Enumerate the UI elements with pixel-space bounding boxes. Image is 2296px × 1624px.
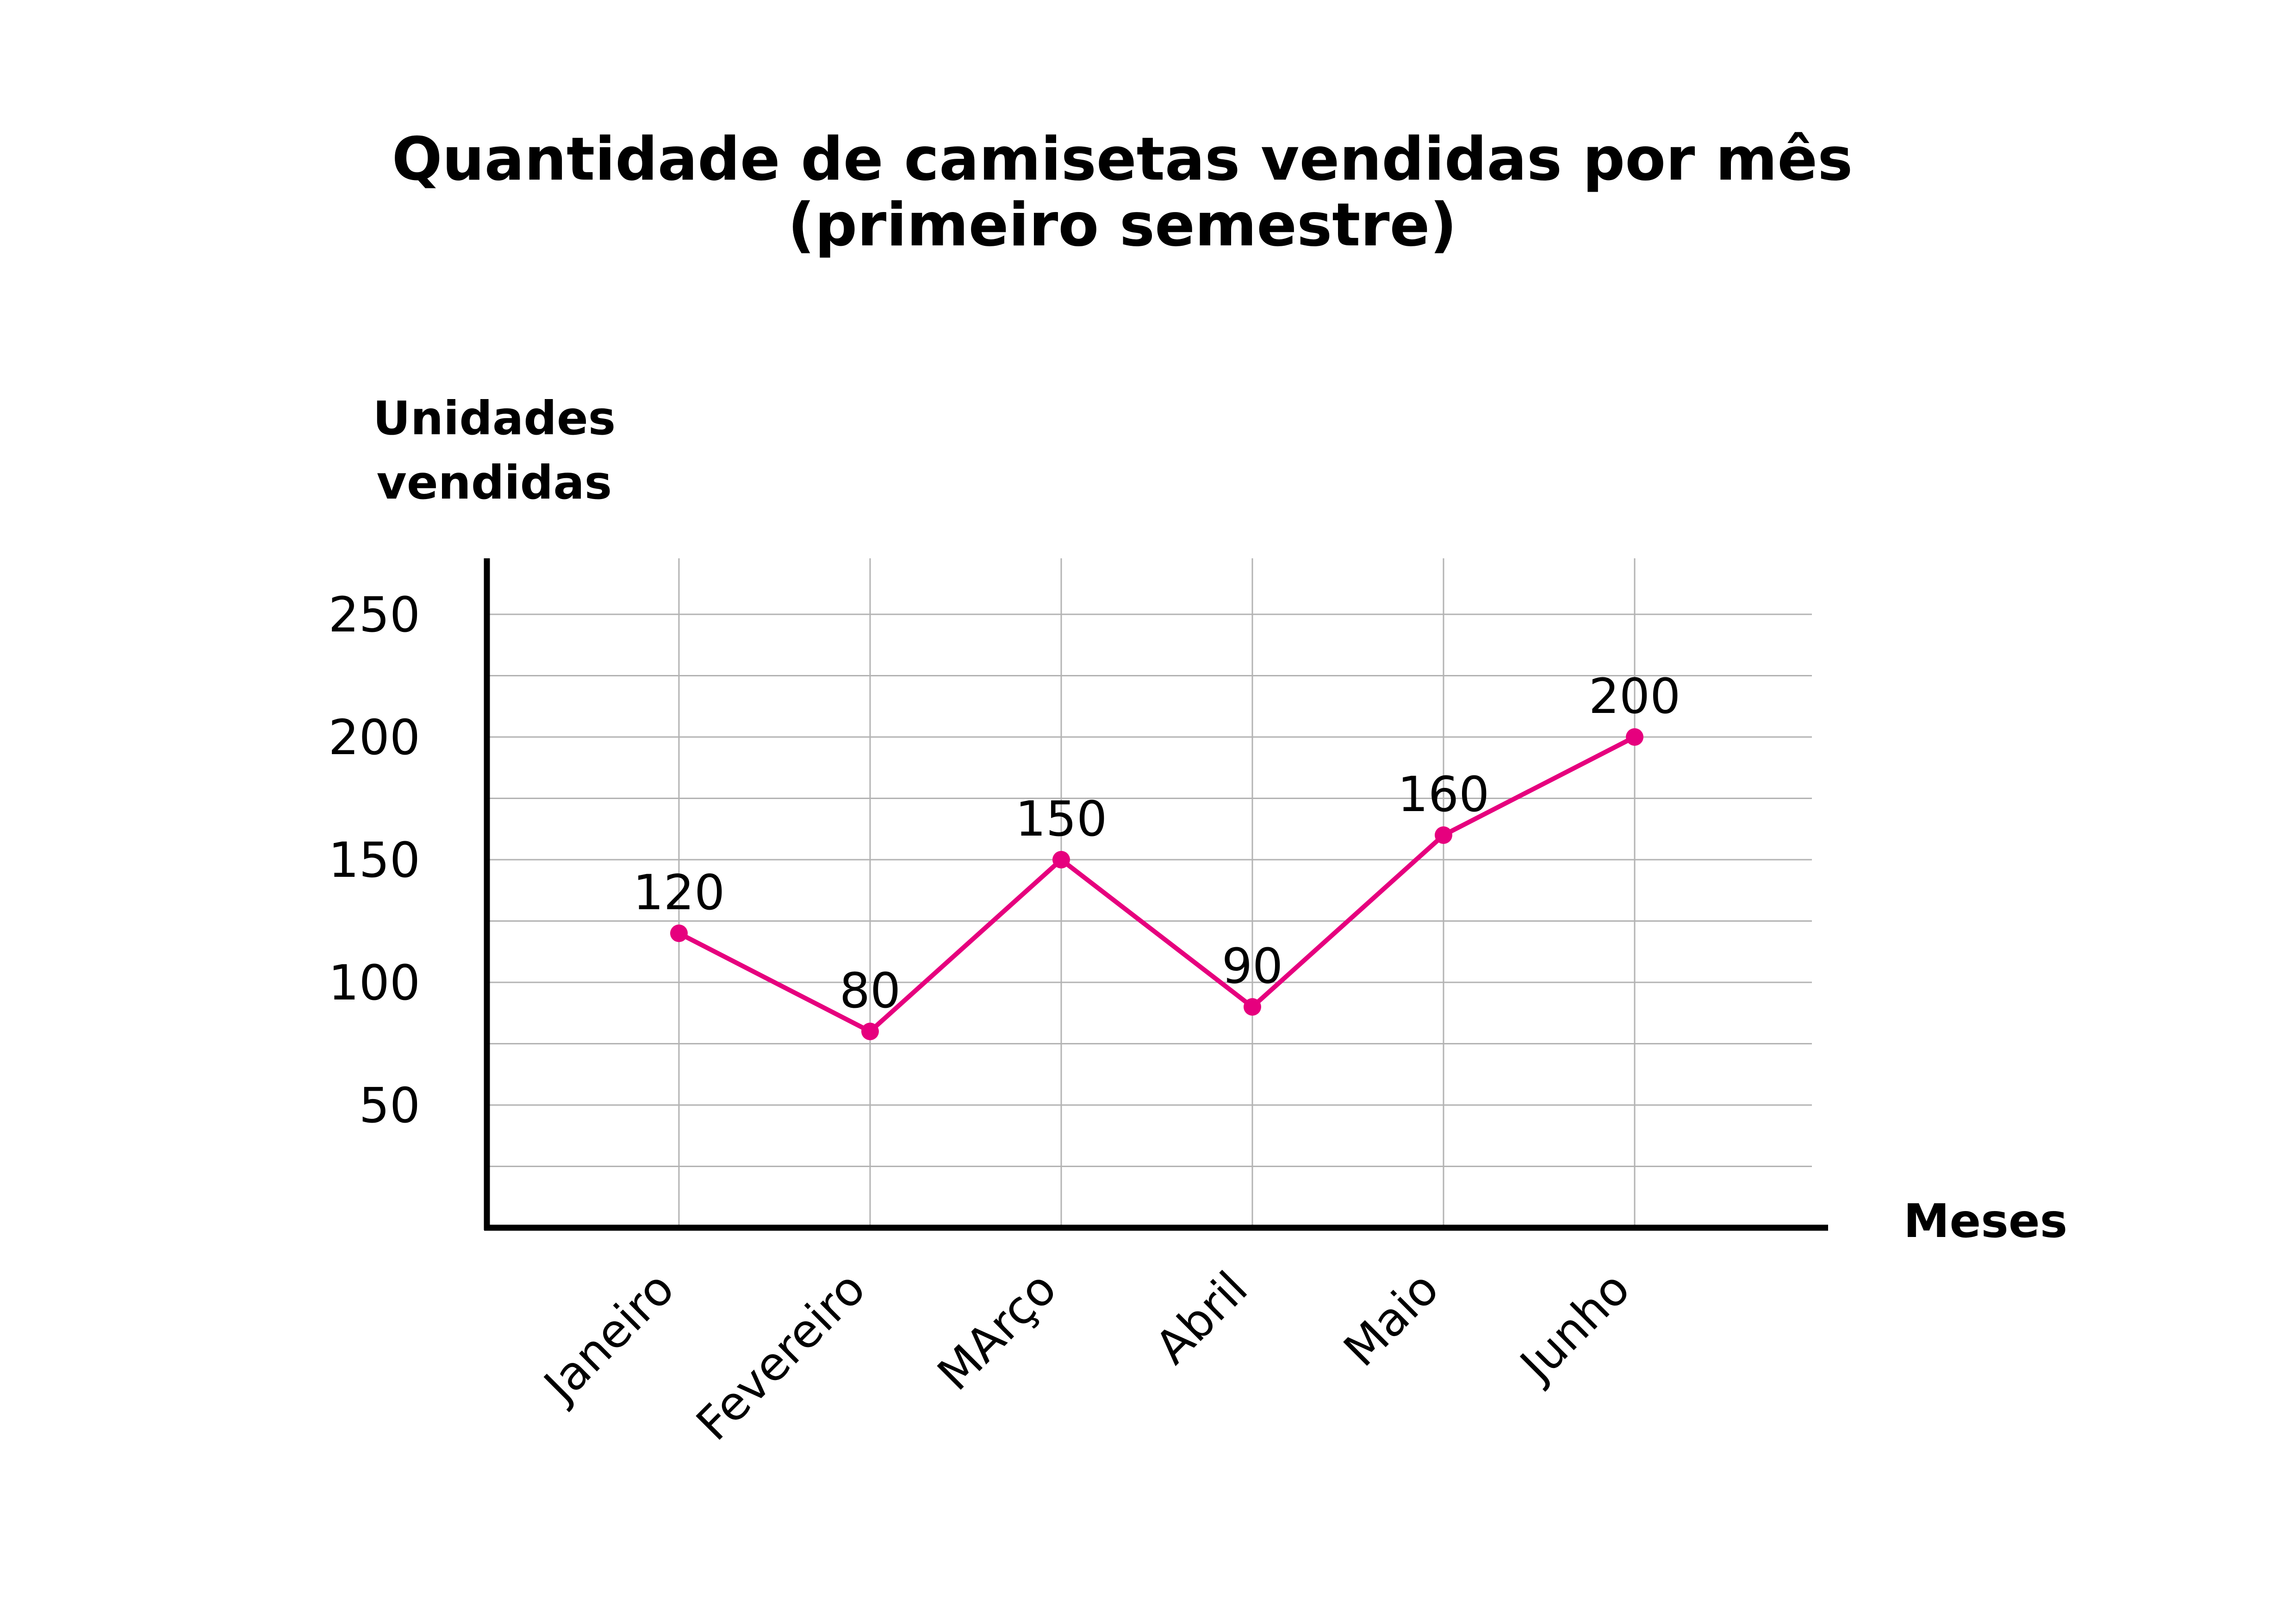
y-axis-title-line-2: vendidas [377,456,612,510]
y-tick-label: 250 [328,587,420,643]
chart-title: Quantidade de camisetas vendidas por mês… [392,125,1853,260]
x-category-labels: Janeiro Fevereiro MArço Abril Maio Junho [532,1261,1640,1451]
axes [484,558,1828,1231]
y-axis-title-line-1: Unidades [373,391,616,445]
chart-title-line-2: (primeiro semestre) [788,191,1457,260]
data-value-label: 80 [840,962,901,1019]
series-line [677,735,1637,1034]
data-value-label: 120 [633,864,725,921]
x-category-label: Maio [1333,1261,1449,1377]
y-tick-label: 100 [328,955,420,1011]
series-line-path [677,735,1637,1034]
y-axis-title: Unidades vendidas [373,391,616,510]
data-labels: 120 80 150 90 160 200 [633,668,1681,1019]
data-value-label: 200 [1589,668,1681,725]
y-tick-labels: 50 100 150 200 250 [328,587,420,1134]
data-value-label: 150 [1015,791,1108,847]
x-category-label: MArço [927,1261,1067,1401]
chart-title-line-1: Quantidade de camisetas vendidas por mês [392,125,1853,194]
data-point-marker [1244,998,1261,1016]
x-category-label: Fevereiro [686,1261,876,1451]
x-axis-title: Meses [1904,1194,2067,1248]
data-value-label: 160 [1398,766,1490,823]
y-tick-label: 50 [359,1077,420,1134]
data-point-marker [1435,826,1452,844]
y-tick-label: 150 [328,832,420,888]
data-value-label: 90 [1222,938,1283,994]
y-tick-label: 200 [328,709,420,766]
x-category-label: Junho [1508,1261,1640,1393]
grid [487,558,1812,1228]
data-point-marker [670,924,688,942]
data-point-marker [1626,728,1643,746]
x-category-label: Abril [1145,1261,1258,1374]
data-point-marker [1052,851,1070,868]
data-point-marker [861,1023,879,1040]
x-category-label: Janeiro [532,1261,684,1414]
data-points [670,728,1643,1040]
